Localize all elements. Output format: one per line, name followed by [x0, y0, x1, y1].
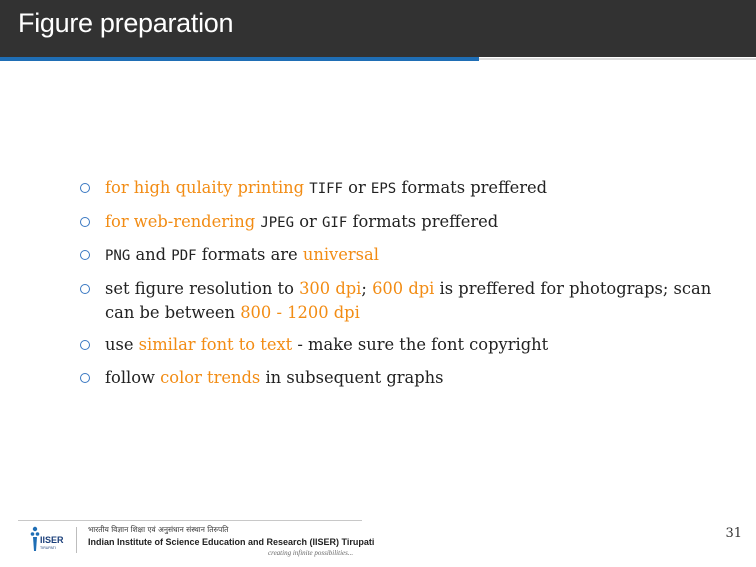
bullet-circle-icon	[80, 340, 90, 350]
logo-separator	[76, 527, 77, 553]
bullet-item: for web-rendering JPEG or GIF formats pr…	[80, 210, 720, 235]
institute-tagline: creating infinite possibilities...	[268, 549, 354, 557]
highlighted-text: 800 - 1200 dpi	[240, 302, 360, 322]
highlighted-text: 600 dpi	[372, 278, 435, 298]
bullet-circle-icon	[80, 216, 90, 227]
bullet-text: or	[342, 178, 371, 197]
bullet-circle-icon	[80, 372, 90, 383]
bullet-item: follow color trends in subsequent graphs	[80, 366, 720, 390]
bullet-text: and	[130, 245, 172, 264]
bullet-text: formats are	[196, 245, 303, 264]
footer-rule	[18, 520, 362, 521]
bullet-text: is preffered for photograps; scan can be…	[105, 278, 712, 322]
highlighted-text: 300 dpi	[299, 278, 362, 298]
slide-title: Figure preparation	[18, 8, 234, 38]
bullet-item: PNG and PDF formats are universal	[80, 243, 720, 268]
bullet-text: follow	[105, 367, 161, 387]
bullet-text: ;	[361, 278, 373, 298]
bullet-text: - make sure the font copyright	[292, 335, 549, 354]
bullet-circle-icon	[80, 183, 90, 193]
highlighted-text: similar font to text	[138, 335, 293, 354]
format-code: PDF	[171, 248, 197, 264]
format-code: TIFF	[309, 181, 343, 197]
bullet-text: or	[294, 211, 322, 231]
highlighted-text: for web-rendering	[105, 211, 256, 231]
header-rule	[479, 58, 756, 60]
bullet-text: in subsequent graphs	[260, 367, 444, 387]
bullet-text: formats preffered	[347, 211, 499, 231]
institute-name-hindi: भारतीय विज्ञान शिक्षा एवं अनुसंधान संस्थ…	[88, 525, 229, 534]
highlighted-text: universal	[302, 245, 379, 264]
bullet-text: use	[105, 335, 139, 354]
page-number: 31	[725, 526, 742, 541]
header-accent-bar	[0, 57, 479, 61]
bullet-item: use similar font to text - make sure the…	[80, 333, 720, 357]
highlighted-text: for high qulaity printing	[105, 178, 305, 197]
bullet-text: formats preffered	[396, 178, 548, 197]
iiser-logo: IISER TIRUPATI	[30, 526, 64, 551]
institute-name: Indian Institute of Science Education an…	[88, 537, 375, 547]
highlighted-text: color trends	[160, 367, 261, 387]
bullet-item: set figure resolution to 300 dpi; 600 dp…	[80, 277, 720, 325]
logo-subtext: TIRUPATI	[40, 546, 56, 550]
format-code: PNG	[105, 248, 131, 264]
format-code: JPEG	[260, 214, 295, 231]
logo-text: IISER	[40, 535, 64, 545]
format-code: EPS	[370, 181, 397, 197]
slide-header: Figure preparation	[0, 0, 756, 57]
bullet-item: for high qulaity printing TIFF or EPS fo…	[80, 176, 720, 201]
bullet-circle-icon	[80, 283, 90, 294]
bullet-text: set figure resolution to	[105, 278, 300, 298]
bullet-list: for high qulaity printing TIFF or EPS fo…	[80, 176, 720, 398]
format-code: GIF	[321, 214, 348, 231]
bullet-circle-icon	[80, 250, 90, 260]
